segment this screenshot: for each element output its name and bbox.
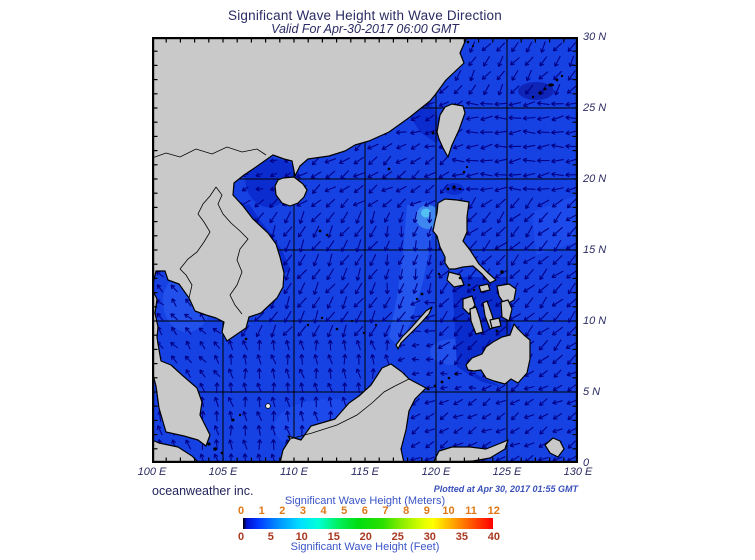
lat-label-30N: 30 N [583,31,607,43]
land-mainland-asia [151,36,468,342]
lon-label-130E: 130 E [563,466,593,478]
lat-label-0: 0 [583,457,590,469]
lon-label-105E: 105 E [208,466,238,478]
cb-meters-ticks-4: 4 [320,505,327,517]
land-mindoro [446,271,465,288]
valid-time-subtitle: Valid For Apr-30-2017 06:00 GMT [271,22,459,36]
lon-label-125E: 125 E [492,466,522,478]
lon-label-110E: 110 E [280,466,308,478]
country-borders [151,146,410,440]
cb-meters-ticks-3: 3 [299,505,306,517]
lat-label-15N: 15 N [583,244,607,256]
map-frame [151,36,579,464]
land-samar [496,283,517,306]
cb-meters-ticks-10: 10 [442,505,455,517]
colorbar-meters-ticks: 0 1 2 3 4 5 6 7 8 9 10 11 12 [236,505,500,517]
land-palawan [395,306,433,350]
cb-feet-ticks-35: 35 [455,531,468,543]
page-title: Significant Wave Height with Wave Direct… [228,8,502,23]
cb-feet-ticks-5: 5 [267,531,274,543]
land-taiwan [436,103,466,158]
lat-label-5N: 5 N [583,386,601,398]
lat-label-10N: 10 N [583,315,607,327]
cb-meters-ticks-9: 9 [423,505,430,517]
land-luzon [432,198,497,284]
cb-feet-ticks-10: 10 [295,531,308,543]
map-canvas [151,36,579,465]
colorbar-feet-title: Significant Wave Height (Feet) [290,541,440,553]
cb-meters-ticks-7: 7 [382,505,389,517]
cb-meters-ticks-2: 2 [279,505,286,517]
small-islands [207,40,564,455]
lat-label-25N: 25 N [583,102,607,114]
lon-label-100E: 100 E [137,466,167,478]
land-hainan [274,176,308,207]
cb-feet-ticks-15: 15 [327,531,340,543]
cb-meters-ticks-0: 0 [237,505,245,517]
cb-meters-ticks-11: 11 [465,505,477,517]
plotted-timestamp: Plotted at Apr 30, 2017 01:55 GMT [433,484,578,494]
cb-meters-ticks-1: 1 [258,505,265,517]
oceanweather-credit: oceanweather inc. [152,484,254,498]
cb-feet-ticks-0: 0 [237,531,245,543]
wave-map [151,36,579,465]
land-bohol [489,317,502,329]
lon-label-120E: 120 E [421,466,451,478]
colorbar-gradient [243,518,493,529]
land-mindanao [465,323,531,385]
cb-feet-ticks-25: 25 [391,531,404,543]
lat-label-20N: 20 N [583,173,607,185]
cb-meters-ticks-6: 6 [361,505,368,517]
cb-meters-ticks-12: 12 [487,505,500,517]
cb-meters-ticks-5: 5 [341,505,348,517]
land-masses [151,36,565,464]
land-malay-peninsula [151,288,211,447]
land-negros [469,306,484,335]
land-leyte [500,299,513,322]
colorbar-meters-title: Significant Wave Height (Meters) [284,495,446,507]
colorbar-feet-ticks: 0 5 10 15 20 25 30 35 40 [236,531,500,543]
lon-label-115E: 115 E [351,466,379,478]
cb-feet-ticks-30: 30 [423,531,436,543]
cb-feet-ticks-20: 20 [359,531,372,543]
land-halmahera [544,437,565,458]
land-masbate [478,283,491,293]
cb-meters-ticks-8: 8 [403,505,410,517]
cb-feet-ticks-40: 40 [487,531,500,543]
